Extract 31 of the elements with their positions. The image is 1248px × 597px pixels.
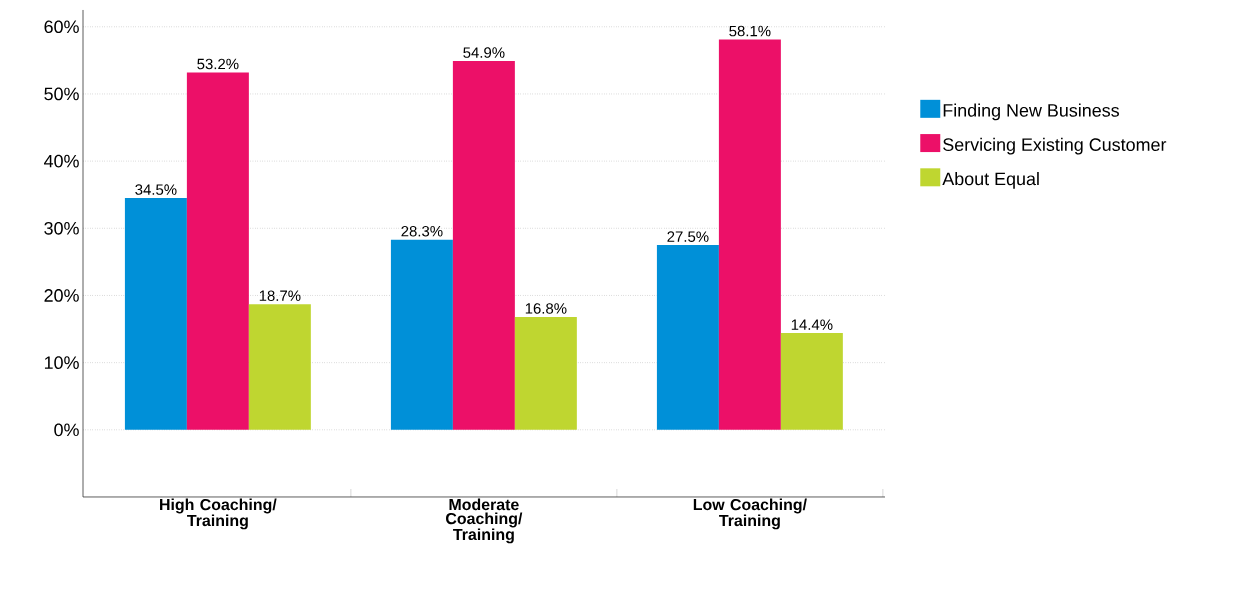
y-tick-label: 60% bbox=[44, 20, 79, 34]
bar bbox=[124, 198, 187, 430]
data-label: 54.9% bbox=[463, 47, 505, 58]
data-label: 18.7% bbox=[259, 290, 301, 301]
x-tick-label: Low Coaching/ Training bbox=[693, 498, 807, 530]
bar bbox=[656, 245, 719, 430]
bar bbox=[718, 39, 781, 430]
data-label: 34.5% bbox=[135, 184, 177, 195]
x-tick-label: High Coaching/ Training bbox=[160, 498, 277, 530]
legend-label: Finding New Business bbox=[943, 103, 1119, 121]
data-label: 28.3% bbox=[401, 225, 443, 237]
y-tick-label: 20% bbox=[44, 289, 79, 302]
x-tick-label: Moderate Coaching/ Training bbox=[446, 498, 523, 544]
bar bbox=[186, 72, 249, 430]
bar bbox=[248, 304, 311, 430]
data-label: 53.2% bbox=[197, 58, 239, 70]
bar bbox=[514, 316, 577, 430]
y-tick-label: 50% bbox=[44, 87, 79, 101]
data-label: 58.1% bbox=[729, 25, 771, 37]
y-tick-label: 0% bbox=[54, 423, 79, 437]
bar bbox=[390, 239, 453, 430]
data-label: 14.4% bbox=[791, 319, 833, 330]
legend-label: About Equal bbox=[942, 172, 1039, 189]
y-tick-label: 10% bbox=[44, 356, 79, 369]
data-label: 27.5% bbox=[667, 231, 709, 242]
y-tick-label: 30% bbox=[44, 221, 79, 235]
data-label: 16.8% bbox=[525, 303, 567, 314]
legend-label: Servicing Existing Customer bbox=[943, 137, 1167, 155]
bar bbox=[452, 61, 515, 430]
y-tick-label: 40% bbox=[44, 154, 79, 168]
bar bbox=[780, 333, 843, 430]
